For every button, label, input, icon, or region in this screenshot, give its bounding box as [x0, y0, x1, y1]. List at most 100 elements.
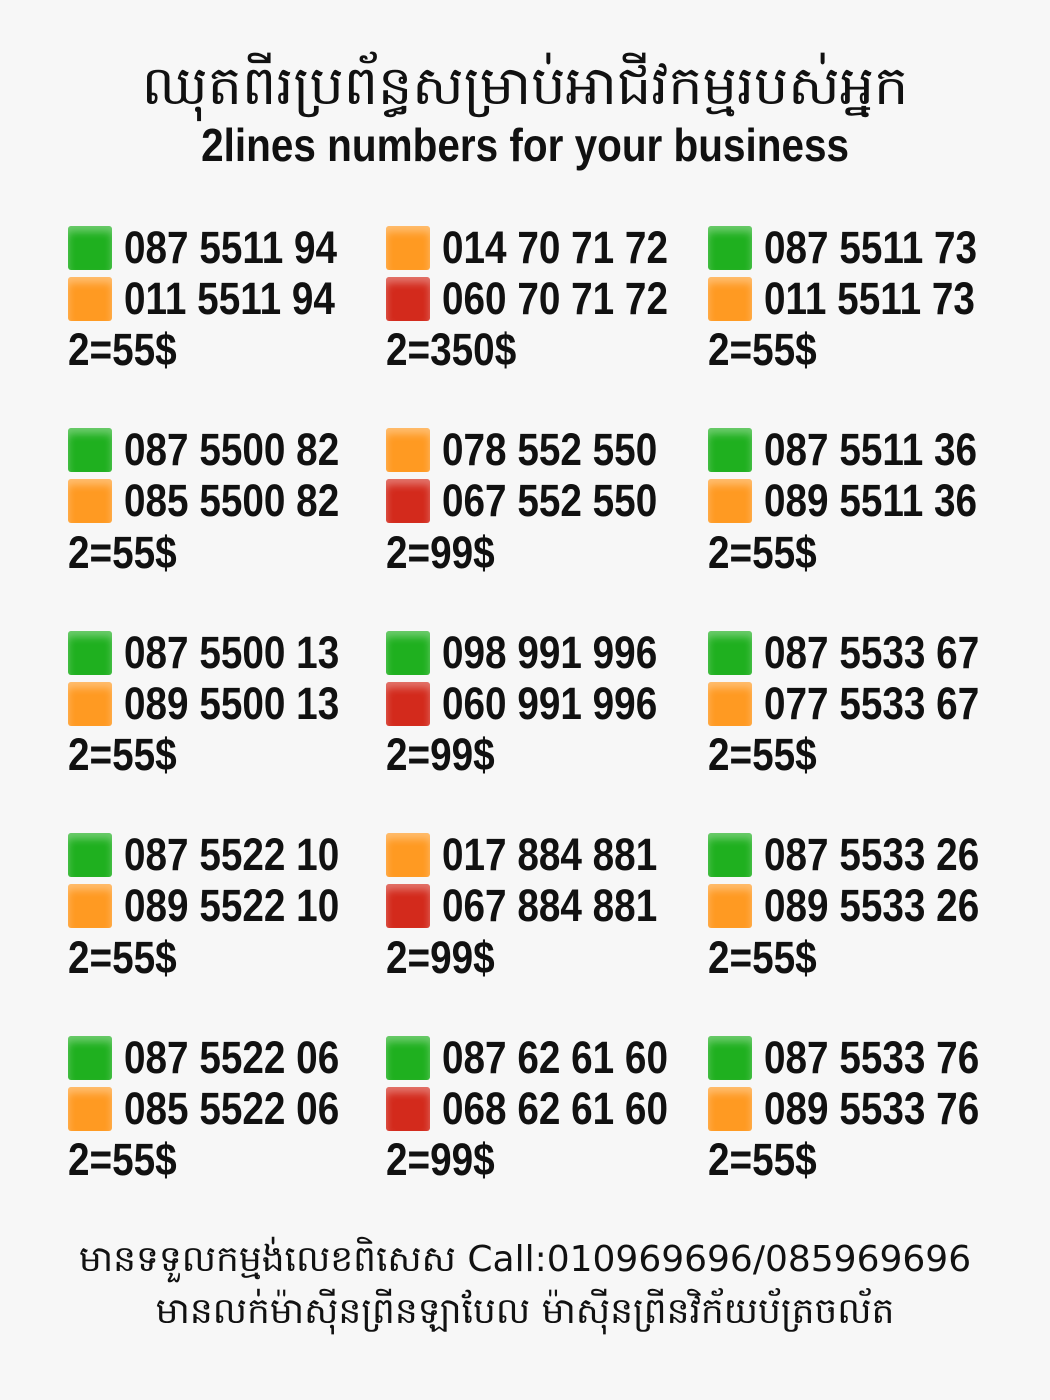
phone-number: 078 552 550	[442, 424, 658, 475]
number-set: 087 5522 10 089 5522 10 2=55$	[68, 829, 388, 983]
operator-orange-square-icon	[68, 276, 112, 321]
number-set: 014 70 71 72 060 70 71 72 2=350$	[386, 222, 706, 375]
phone-number: 087 5533 26	[764, 829, 980, 880]
operator-orange-square-icon	[708, 479, 752, 523]
phone-line: 089 5500 13	[68, 678, 388, 729]
set-price: 2=55$	[708, 526, 817, 578]
operator-orange-square-icon	[68, 884, 112, 928]
set-price: 2=55$	[708, 931, 817, 983]
operator-red-square-icon	[386, 1086, 430, 1131]
operator-red-square-icon	[386, 276, 430, 321]
operator-orange-square-icon	[708, 1086, 752, 1131]
operator-green-square-icon	[386, 1035, 430, 1080]
phone-number: 085 5500 82	[124, 475, 340, 526]
phone-number: 087 5533 67	[764, 626, 980, 678]
phone-line: 014 70 71 72	[386, 222, 706, 273]
phone-line: 098 991 996	[386, 627, 706, 678]
phone-number: 087 5500 13	[124, 626, 340, 678]
operator-green-square-icon	[708, 630, 752, 675]
phone-number: 014 70 71 72	[442, 221, 668, 273]
footer-printers: មានលក់ម៉ាស៊ីនព្រីនឡាបែល ម៉ាស៊ីនព្រីនវិក័…	[155, 1291, 895, 1332]
phone-line: 087 5511 94	[68, 222, 388, 273]
phone-line: 068 62 61 60	[386, 1083, 706, 1134]
operator-orange-square-icon	[386, 428, 430, 472]
operator-green-square-icon	[68, 1035, 112, 1080]
phone-line: 011 5511 94	[68, 273, 388, 324]
set-price: 2=99$	[386, 1134, 495, 1185]
title-english: 2lines numbers for your business	[0, 118, 1050, 172]
number-set: 087 5533 67 077 5533 67 2=55$	[708, 627, 1028, 780]
set-price: 2=99$	[386, 729, 495, 780]
set-price: 2=55$	[708, 729, 817, 780]
operator-green-square-icon	[708, 833, 752, 877]
phone-number: 085 5522 06	[124, 1082, 340, 1134]
operator-green-square-icon	[68, 225, 112, 270]
number-set: 017 884 881 067 884 881 2=99$	[386, 829, 706, 983]
phone-line: 078 552 550	[386, 424, 706, 476]
number-set: 087 5511 73 011 5511 73 2=55$	[708, 222, 1028, 375]
phone-line: 089 5533 26	[708, 880, 1028, 932]
footer-contact: មានទទួលកម្មង់លេខពិសេស Call:010969696/085…	[78, 1239, 972, 1280]
number-set: 087 5533 76 089 5533 76 2=55$	[708, 1032, 1028, 1185]
phone-number: 087 5500 82	[124, 424, 340, 475]
phone-line: 087 5511 73	[708, 222, 1028, 273]
set-price: 2=55$	[68, 931, 177, 983]
phone-line: 060 991 996	[386, 678, 706, 729]
number-set: 087 5511 36 089 5511 36 2=55$	[708, 424, 1028, 578]
phone-line: 087 5533 67	[708, 627, 1028, 678]
phone-number: 011 5511 73	[764, 272, 975, 324]
phone-number: 089 5511 36	[764, 475, 978, 526]
operator-orange-square-icon	[68, 681, 112, 726]
number-set: 087 5522 06 085 5522 06 2=55$	[68, 1032, 388, 1185]
operator-green-square-icon	[708, 1035, 752, 1080]
operator-green-square-icon	[68, 833, 112, 877]
phone-line: 089 5533 76	[708, 1083, 1028, 1134]
phone-number: 068 62 61 60	[442, 1082, 668, 1134]
phone-number: 087 5522 10	[124, 829, 340, 880]
operator-green-square-icon	[708, 225, 752, 270]
operator-orange-square-icon	[708, 276, 752, 321]
phone-number: 089 5500 13	[124, 677, 340, 729]
operator-orange-square-icon	[68, 479, 112, 523]
title-khmer: ឈុតពីរប្រព័ន្ធសម្រាប់អាជីវកម្មរបស់អ្នក	[141, 54, 909, 117]
operator-green-square-icon	[708, 428, 752, 472]
phone-line: 087 5533 26	[708, 829, 1028, 881]
operator-green-square-icon	[68, 428, 112, 472]
operator-orange-square-icon	[708, 884, 752, 928]
phone-line: 085 5522 06	[68, 1083, 388, 1134]
phone-line: 085 5500 82	[68, 475, 388, 527]
phone-line: 067 884 881	[386, 880, 706, 932]
phone-line: 077 5533 67	[708, 678, 1028, 729]
operator-red-square-icon	[386, 479, 430, 523]
phone-line: 011 5511 73	[708, 273, 1028, 324]
phone-number: 067 552 550	[442, 475, 658, 526]
phone-line: 087 5511 36	[708, 424, 1028, 476]
phone-line: 089 5511 36	[708, 475, 1028, 527]
phone-line: 087 5522 06	[68, 1032, 388, 1083]
number-set: 087 5500 82 085 5500 82 2=55$	[68, 424, 388, 578]
number-set: 078 552 550 067 552 550 2=99$	[386, 424, 706, 578]
operator-red-square-icon	[386, 681, 430, 726]
number-set: 087 5500 13 089 5500 13 2=55$	[68, 627, 388, 780]
phone-line: 017 884 881	[386, 829, 706, 881]
phone-number: 087 62 61 60	[442, 1031, 668, 1083]
operator-green-square-icon	[386, 630, 430, 675]
number-set: 087 62 61 60 068 62 61 60 2=99$	[386, 1032, 706, 1185]
number-set: 087 5511 94 011 5511 94 2=55$	[68, 222, 388, 375]
phone-number: 089 5533 76	[764, 1082, 980, 1134]
phone-number: 067 884 881	[442, 880, 658, 931]
phone-line: 067 552 550	[386, 475, 706, 527]
set-price: 2=55$	[68, 526, 177, 578]
phone-line: 089 5522 10	[68, 880, 388, 932]
phone-number: 087 5522 06	[124, 1031, 340, 1083]
phone-number: 017 884 881	[442, 829, 658, 880]
phone-line: 087 62 61 60	[386, 1032, 706, 1083]
phone-number: 089 5533 26	[764, 880, 980, 931]
set-price: 2=55$	[68, 1134, 177, 1185]
set-price: 2=55$	[708, 1134, 817, 1185]
phone-number: 087 5511 36	[764, 424, 978, 475]
phone-line: 087 5522 10	[68, 829, 388, 881]
phone-line: 087 5500 82	[68, 424, 388, 476]
title-english-text: 2lines numbers for your business	[201, 119, 849, 171]
phone-number: 087 5533 76	[764, 1031, 980, 1083]
